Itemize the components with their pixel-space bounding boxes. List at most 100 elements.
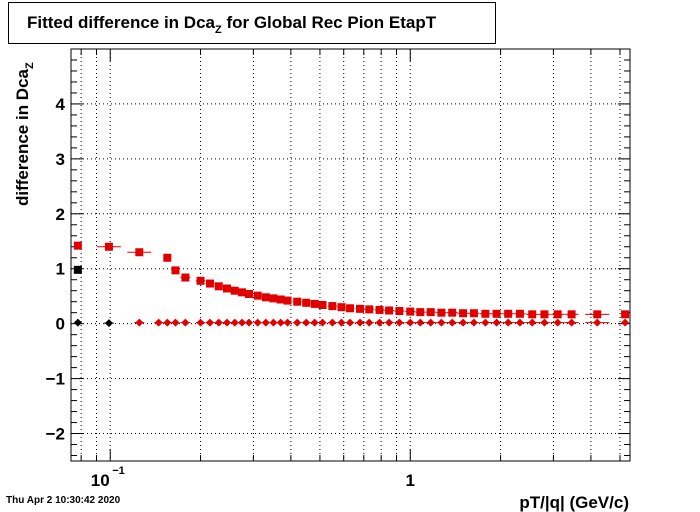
data-point-diamond (540, 318, 549, 327)
data-point-square (196, 276, 205, 285)
data-point-square (621, 310, 630, 319)
data-point-diamond (214, 318, 223, 327)
data-point-diamond (328, 318, 337, 327)
data-point-diamond (621, 318, 630, 327)
data-point-square (540, 310, 549, 319)
data-point-square (395, 307, 404, 316)
data-point-square (293, 297, 302, 306)
data-point-diamond (416, 318, 425, 327)
data-point-square (448, 308, 457, 317)
data-point-square (567, 310, 576, 319)
data-point-square (283, 296, 292, 305)
data-point-diamond (196, 318, 205, 327)
data-point-diamond (171, 318, 180, 327)
data-point-square (269, 294, 278, 303)
y-tick-label: −1 (46, 370, 65, 389)
data-point-square (238, 288, 247, 297)
data-point-diamond (437, 318, 446, 327)
data-point-square (310, 299, 319, 308)
data-point-square (365, 305, 374, 314)
data-point-square (385, 306, 394, 315)
data-point-diamond (283, 318, 292, 327)
data-point-diamond (276, 318, 285, 327)
y-tick-label: 2 (56, 205, 65, 224)
data-point-square (528, 310, 537, 319)
data-point-square (593, 310, 602, 319)
data-point-square (469, 309, 478, 318)
timestamp: Thu Apr 2 10:30:42 2020 (6, 495, 121, 506)
x-axis-label: pT/|q| (GeV/c) (519, 493, 629, 512)
title-box: Fitted difference in DcaZ for Global Rec… (8, 2, 496, 44)
data-point-square (426, 308, 435, 317)
title-main: Fitted difference in Dca (27, 13, 215, 32)
data-point-diamond (253, 318, 262, 327)
data-point-square (181, 273, 190, 282)
data-point-square (328, 302, 337, 311)
data-point-square (437, 308, 446, 317)
data-point-diamond (244, 318, 253, 327)
data-point-diamond (567, 318, 576, 327)
data-marks (73, 241, 630, 328)
data-point-square (230, 286, 239, 295)
data-point-diamond (346, 318, 355, 327)
title-subscript: Z (214, 24, 222, 36)
data-point-square (73, 265, 82, 274)
data-point-diamond (293, 318, 302, 327)
data-point-diamond (73, 318, 82, 327)
data-point-diamond (481, 318, 490, 327)
chart-title: Fitted difference in DcaZ for Global Rec… (27, 13, 436, 36)
y-tick-label: 4 (56, 95, 66, 114)
title-rest: for Global Rec Pion EtapT (221, 13, 437, 32)
data-point-square (163, 253, 172, 262)
data-point-square (346, 304, 355, 313)
data-point-diamond (385, 318, 394, 327)
data-point-square (504, 309, 513, 318)
data-point-diamond (154, 318, 163, 327)
data-point-diamond (222, 318, 231, 327)
y-axis-label: difference in DcaZ (13, 62, 36, 206)
data-point-diamond (426, 318, 435, 327)
data-point-diamond (337, 318, 346, 327)
data-point-diamond (310, 318, 319, 327)
grid (71, 49, 630, 461)
data-point-square (222, 284, 231, 293)
data-point-square (253, 291, 262, 300)
x-tick-label-exponent: −1 (112, 465, 125, 477)
data-point-square (375, 305, 384, 314)
data-point-square (171, 266, 180, 275)
data-point-diamond (515, 318, 524, 327)
y-tick-label: 1 (56, 260, 65, 279)
data-point-square (318, 300, 327, 309)
data-point-diamond (261, 318, 270, 327)
data-point-diamond (406, 318, 415, 327)
data-point-square (481, 309, 490, 318)
x-tick-label: 10 (91, 471, 110, 490)
data-point-square (302, 298, 311, 307)
data-point-diamond (459, 318, 468, 327)
data-point-diamond (375, 318, 384, 327)
data-point-diamond (365, 318, 374, 327)
data-point-diamond (504, 318, 513, 327)
data-point-diamond (448, 318, 457, 327)
data-point-diamond (528, 318, 537, 327)
data-point-diamond (469, 318, 478, 327)
data-point-square (261, 293, 270, 302)
data-point-square (356, 304, 365, 313)
data-point-square (205, 279, 214, 288)
y-tick-label: 0 (56, 315, 65, 334)
data-point-square (416, 308, 425, 317)
data-point-diamond (302, 318, 311, 327)
data-point-diamond (238, 318, 247, 327)
data-point-square (459, 309, 468, 318)
data-point-diamond (318, 318, 327, 327)
data-point-diamond (181, 318, 190, 327)
data-point-diamond (492, 318, 501, 327)
data-point-diamond (230, 318, 239, 327)
y-tick-label: −2 (46, 425, 65, 444)
data-point-square (73, 241, 82, 250)
plot-frame (70, 48, 631, 462)
data-point-diamond (205, 318, 214, 327)
data-point-diamond (104, 319, 113, 328)
y-axis-label-sub: Z (24, 62, 36, 69)
